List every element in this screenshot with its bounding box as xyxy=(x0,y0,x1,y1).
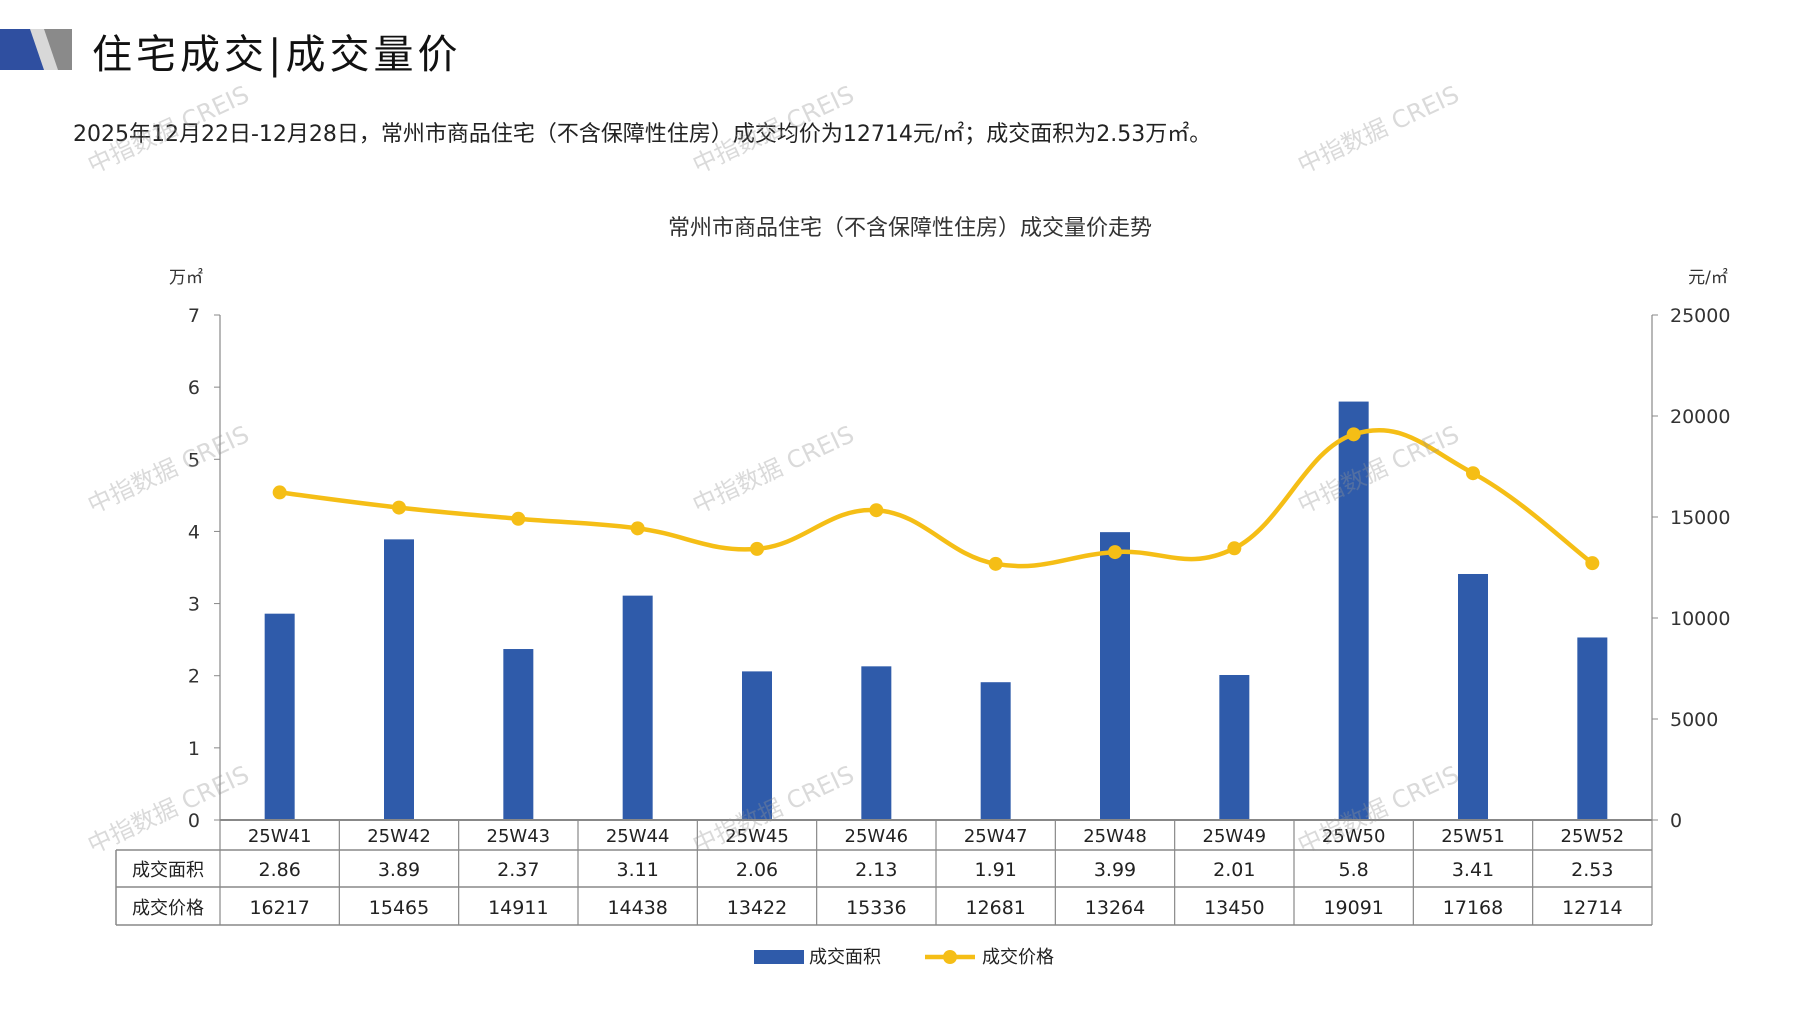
right-axis-unit: 元/㎡ xyxy=(1688,268,1728,288)
price-value: 16217 xyxy=(249,897,309,919)
bar-area-25W41 xyxy=(264,613,295,820)
category-label: 25W41 xyxy=(248,826,312,847)
category-label: 25W51 xyxy=(1441,826,1505,847)
area-value: 2.53 xyxy=(1571,859,1613,881)
price-value: 14911 xyxy=(488,897,548,919)
price-point-25W46 xyxy=(869,503,884,518)
category-label: 25W50 xyxy=(1322,826,1386,847)
area-value: 1.91 xyxy=(975,859,1017,881)
price-point-25W51 xyxy=(1466,466,1480,481)
table-row-header-price: 成交价格 xyxy=(132,898,204,919)
price-value: 13264 xyxy=(1085,897,1145,919)
right-tick-label: 0 xyxy=(1670,810,1682,832)
price-value: 14438 xyxy=(607,897,667,919)
legend-price-label: 成交价格 xyxy=(982,947,1054,968)
summary-text: 2025年12月22日-12月28日，常州市商品住宅（不含保障性住房）成交均价为… xyxy=(73,122,1212,147)
price-point-25W41 xyxy=(272,485,287,500)
area-value: 2.06 xyxy=(736,859,778,881)
left-tick-label: 7 xyxy=(188,305,200,327)
table-row-header-area: 成交面积 xyxy=(132,860,204,881)
area-value: 3.89 xyxy=(378,859,420,881)
right-tick-label: 25000 xyxy=(1670,305,1730,327)
price-value: 12714 xyxy=(1562,897,1622,919)
left-tick-label: 1 xyxy=(188,738,200,760)
category-label: 25W42 xyxy=(367,826,431,847)
price-value: 15465 xyxy=(369,897,429,919)
area-value: 2.01 xyxy=(1213,859,1255,881)
page-title: 住宅成交|成交量价 xyxy=(92,32,462,78)
price-point-25W52 xyxy=(1585,556,1600,571)
price-value: 13422 xyxy=(727,897,787,919)
right-tick-label: 5000 xyxy=(1670,709,1718,731)
category-label: 25W49 xyxy=(1203,826,1267,847)
category-label: 25W43 xyxy=(487,826,551,847)
bar-area-25W46 xyxy=(861,666,892,820)
legend-line-marker xyxy=(943,950,957,964)
bar-area-25W45 xyxy=(742,671,772,820)
bar-area-25W49 xyxy=(1219,674,1250,820)
left-axis-unit: 万㎡ xyxy=(169,268,203,288)
price-point-25W44 xyxy=(630,521,645,536)
bar-area-25W48 xyxy=(1100,532,1130,820)
chart-title: 常州市商品住宅（不含保障性住房）成交量价走势 xyxy=(668,216,1152,241)
left-tick-label: 4 xyxy=(188,521,200,543)
area-value: 3.99 xyxy=(1094,859,1136,881)
bar-area-25W47 xyxy=(980,682,1011,820)
price-value: 19091 xyxy=(1323,897,1383,919)
bar-area-25W51 xyxy=(1458,573,1488,820)
price-value: 17168 xyxy=(1443,897,1503,919)
category-label: 25W45 xyxy=(725,826,789,847)
right-tick-label: 15000 xyxy=(1670,507,1730,529)
bar-area-25W50 xyxy=(1338,401,1369,820)
left-tick-label: 5 xyxy=(188,449,200,471)
category-label: 25W47 xyxy=(964,826,1028,847)
category-label: 25W48 xyxy=(1083,826,1147,847)
area-value: 5.8 xyxy=(1339,859,1369,881)
right-tick-label: 10000 xyxy=(1670,608,1730,630)
area-value: 2.13 xyxy=(855,859,897,881)
left-tick-label: 0 xyxy=(188,810,200,832)
area-value: 3.41 xyxy=(1452,859,1494,881)
legend-area-label: 成交面积 xyxy=(809,947,881,968)
bar-area-25W43 xyxy=(503,649,534,820)
price-point-25W48 xyxy=(1108,545,1122,560)
price-point-25W42 xyxy=(392,500,406,515)
price-point-25W49 xyxy=(1227,541,1242,556)
left-tick-label: 3 xyxy=(188,594,200,616)
price-value: 13450 xyxy=(1204,897,1264,919)
price-point-25W43 xyxy=(511,511,526,526)
left-tick-label: 2 xyxy=(188,666,200,688)
legend-bar-swatch xyxy=(754,950,804,964)
price-value: 15336 xyxy=(846,897,906,919)
price-value: 12681 xyxy=(965,897,1025,919)
price-point-25W47 xyxy=(988,556,1003,571)
category-label: 25W44 xyxy=(606,826,670,847)
area-value: 2.37 xyxy=(497,859,539,881)
category-label: 25W52 xyxy=(1561,826,1625,847)
left-tick-label: 6 xyxy=(188,377,200,399)
bar-area-25W44 xyxy=(622,595,653,820)
header-logo xyxy=(0,29,72,70)
category-label: 25W46 xyxy=(845,826,909,847)
logo-shape-icon xyxy=(0,29,72,70)
bar-area-25W42 xyxy=(384,539,414,820)
area-value: 3.11 xyxy=(617,859,659,881)
area-value: 2.86 xyxy=(259,859,301,881)
price-point-25W45 xyxy=(750,541,764,556)
price-point-25W50 xyxy=(1346,427,1361,442)
price-line xyxy=(279,427,1594,569)
right-tick-label: 20000 xyxy=(1670,406,1730,428)
bar-area-25W52 xyxy=(1577,637,1608,820)
